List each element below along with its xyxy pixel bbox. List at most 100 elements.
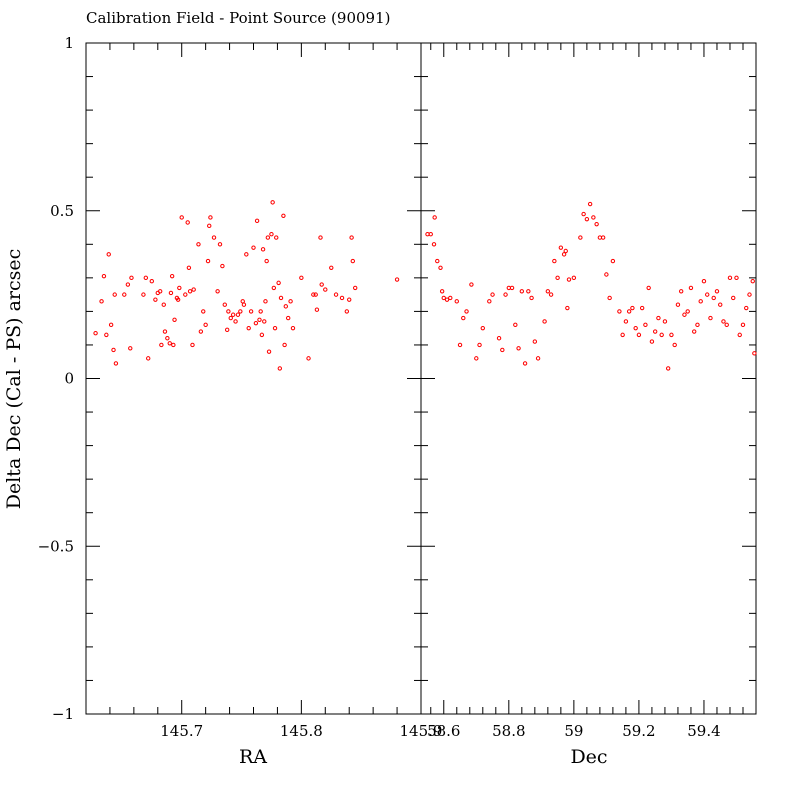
data-point-dec xyxy=(672,342,677,348)
data-point-ra xyxy=(262,319,267,324)
y-tick-label: −0.5 xyxy=(38,537,74,555)
data-point-dec xyxy=(565,305,570,311)
x-tick-label-dec: 59.4 xyxy=(687,722,720,740)
data-point-dec xyxy=(513,322,518,328)
data-point-dec xyxy=(490,292,495,297)
data-point-dec xyxy=(610,258,616,264)
plot-frame-dec xyxy=(420,42,757,715)
data-point-ra xyxy=(106,252,111,257)
data-point-dec xyxy=(503,292,508,297)
data-point-dec xyxy=(545,289,551,294)
data-point-dec xyxy=(737,332,742,338)
data-point-ra xyxy=(203,322,208,328)
data-point-ra xyxy=(122,292,127,297)
data-point-ra xyxy=(175,297,181,302)
data-point-dec xyxy=(727,275,733,281)
x-tick-label-ra: 145.8 xyxy=(280,722,323,740)
data-point-dec xyxy=(675,302,681,307)
data-point-ra xyxy=(339,295,345,301)
data-point-dec xyxy=(633,325,638,331)
data-point-dec xyxy=(665,366,671,371)
data-point-ra xyxy=(263,299,268,304)
data-point-ra xyxy=(113,361,119,366)
data-point-dec xyxy=(607,295,612,301)
x-axis-label-ra: RA xyxy=(239,746,267,768)
data-point-ra xyxy=(187,289,193,294)
data-point-ra xyxy=(319,282,324,287)
data-point-ra xyxy=(313,292,318,297)
data-point-dec xyxy=(740,322,746,328)
data-point-dec xyxy=(474,356,479,361)
data-point-ra xyxy=(266,349,272,354)
data-point-dec xyxy=(552,258,557,264)
data-point-ra xyxy=(196,242,201,247)
data-point-dec xyxy=(626,309,632,314)
data-point-dec xyxy=(711,295,716,301)
data-point-ra xyxy=(215,289,220,294)
data-point-ra xyxy=(169,273,175,279)
data-point-ra xyxy=(352,285,358,291)
data-point-dec xyxy=(432,215,437,220)
data-point-ra xyxy=(274,235,279,240)
data-point-ra xyxy=(238,309,243,314)
data-point-ra xyxy=(228,315,233,321)
data-point-dec xyxy=(444,297,450,302)
data-point-ra xyxy=(260,247,266,252)
data-point-ra xyxy=(146,356,151,361)
data-point-ra xyxy=(183,292,188,297)
data-point-dec xyxy=(744,305,749,311)
data-point-ra xyxy=(251,245,256,250)
data-point-ra xyxy=(259,332,265,338)
plot-frame-ra xyxy=(85,42,422,715)
data-point-dec xyxy=(656,315,661,321)
data-point-dec xyxy=(604,272,609,277)
data-point-ra xyxy=(157,289,163,294)
data-point-ra xyxy=(168,290,174,296)
data-point-ra xyxy=(101,273,107,279)
data-point-dec xyxy=(428,232,433,237)
data-point-dec xyxy=(708,315,713,321)
data-point-dec xyxy=(714,289,720,294)
data-point-dec xyxy=(519,289,525,294)
data-point-dec xyxy=(457,342,463,348)
data-point-ra xyxy=(149,279,155,284)
data-point-dec xyxy=(526,289,531,294)
data-point-ra xyxy=(179,215,184,220)
data-point-dec xyxy=(480,325,485,331)
data-point-ra xyxy=(299,275,304,281)
data-point-ra xyxy=(349,235,354,240)
data-point-ra xyxy=(283,304,289,309)
data-point-dec xyxy=(731,295,736,301)
data-point-dec xyxy=(438,265,443,270)
data-point-dec xyxy=(454,299,459,304)
data-point-ra xyxy=(333,292,339,297)
data-point-ra xyxy=(230,312,236,317)
data-point-ra xyxy=(141,292,146,297)
y-tick-label: 0 xyxy=(64,370,74,388)
data-point-ra xyxy=(311,292,316,297)
data-point-ra xyxy=(159,342,164,348)
data-point-ra xyxy=(177,285,182,291)
data-point-ra xyxy=(257,317,262,322)
data-point-ra xyxy=(222,302,227,307)
data-point-ra xyxy=(153,297,158,302)
data-point-dec xyxy=(724,322,729,328)
data-point-dec xyxy=(558,245,564,250)
data-point-dec xyxy=(623,319,629,324)
data-point-ra xyxy=(162,329,168,334)
data-point-dec xyxy=(487,299,492,304)
data-point-dec xyxy=(591,215,596,220)
data-point-ra xyxy=(277,366,283,371)
x-tick-label-ra: 145.9 xyxy=(400,722,443,740)
data-point-ra xyxy=(129,275,134,281)
data-point-ra xyxy=(224,327,230,333)
x-tick-label-dec: 58.8 xyxy=(492,722,525,740)
panel-dec: 58.6 58.8 59 59.2 59.4 xyxy=(420,42,757,740)
data-point-ra xyxy=(314,307,320,312)
data-point-ra xyxy=(258,309,263,314)
data-point-ra xyxy=(323,287,328,292)
data-point-dec xyxy=(469,282,474,287)
data-point-dec xyxy=(734,275,739,281)
data-point-dec xyxy=(652,329,658,334)
data-point-ra xyxy=(276,280,281,286)
